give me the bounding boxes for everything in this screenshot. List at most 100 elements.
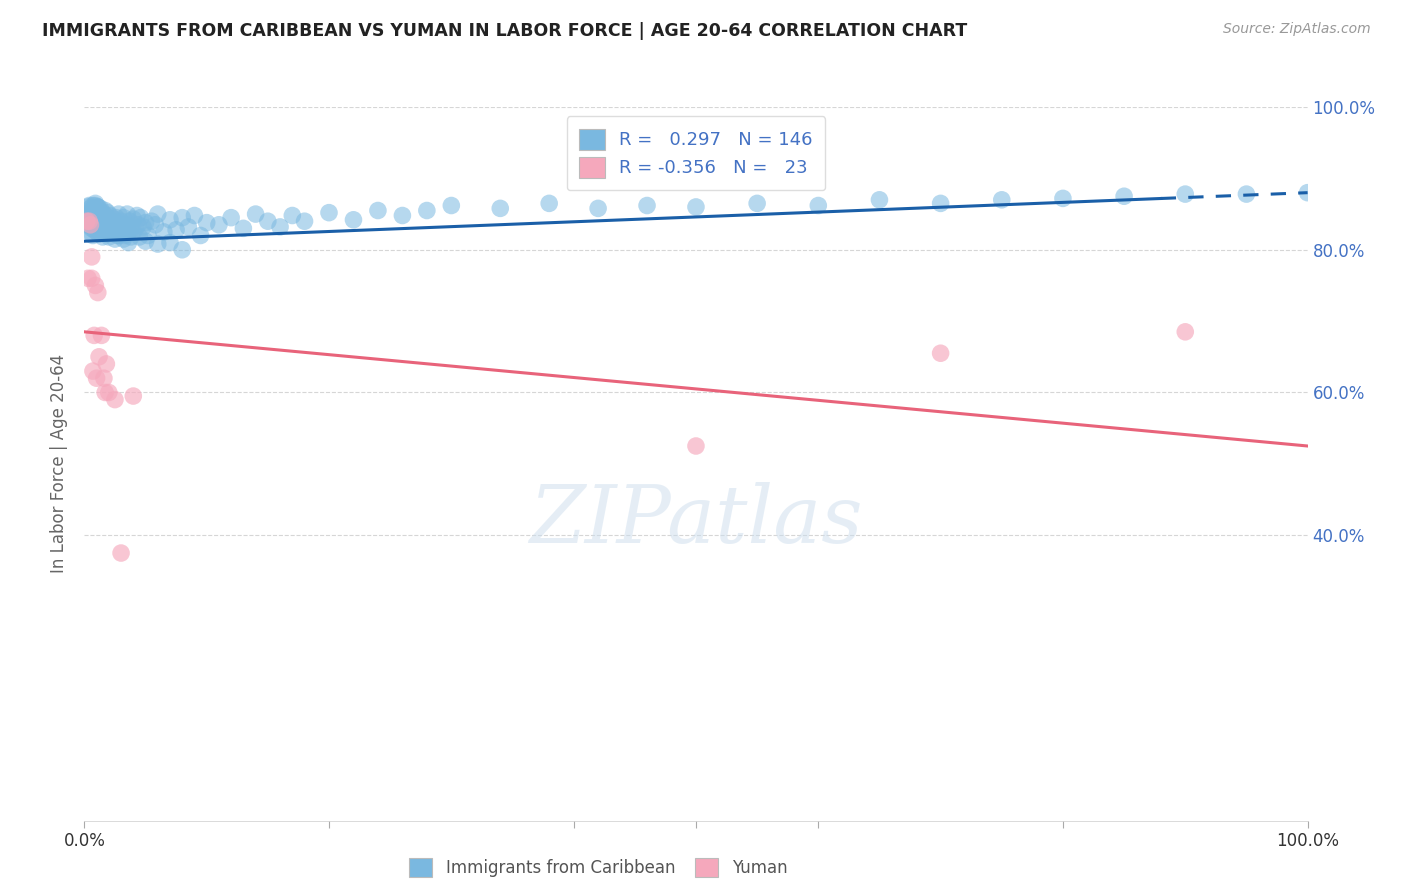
Point — [136, 228, 159, 243]
Point — [101, 223, 124, 237]
Point — [79, 216, 101, 230]
Point — [91, 230, 114, 244]
Point — [87, 205, 110, 219]
Point — [86, 225, 108, 239]
Point — [96, 357, 118, 371]
Point — [208, 218, 231, 232]
Point — [416, 203, 439, 218]
Point — [93, 225, 115, 239]
Point — [869, 193, 891, 207]
Point — [87, 200, 110, 214]
Point — [103, 212, 125, 227]
Point — [97, 221, 120, 235]
Point — [125, 209, 148, 223]
Point — [269, 219, 291, 234]
Point — [117, 235, 139, 250]
Point — [84, 198, 107, 212]
Point — [84, 196, 107, 211]
Point — [82, 203, 104, 218]
Point — [146, 237, 169, 252]
Point — [79, 205, 101, 219]
Point — [80, 221, 103, 235]
Point — [104, 392, 127, 407]
Point — [112, 232, 135, 246]
Point — [97, 223, 120, 237]
Point — [489, 202, 512, 216]
Point — [110, 214, 132, 228]
Point — [195, 216, 218, 230]
Point — [77, 211, 100, 225]
Point — [122, 212, 145, 227]
Point — [77, 214, 100, 228]
Point — [91, 219, 114, 234]
Text: ZIPatlas: ZIPatlas — [529, 483, 863, 559]
Point — [685, 439, 707, 453]
Point — [122, 389, 145, 403]
Point — [80, 203, 103, 218]
Point — [159, 212, 181, 227]
Point — [86, 214, 108, 228]
Point — [135, 234, 157, 248]
Point — [105, 211, 128, 225]
Point — [87, 350, 110, 364]
Point — [1114, 189, 1136, 203]
Point — [83, 202, 105, 216]
Point — [108, 225, 131, 239]
Point — [107, 218, 129, 232]
Point — [103, 225, 125, 239]
Point — [129, 211, 152, 225]
Point — [342, 212, 364, 227]
Point — [183, 209, 205, 223]
Point — [120, 223, 142, 237]
Point — [84, 209, 107, 223]
Point — [245, 207, 267, 221]
Point — [219, 211, 242, 225]
Point — [90, 328, 112, 343]
Point — [94, 221, 117, 235]
Point — [96, 218, 118, 232]
Point — [636, 198, 658, 212]
Point — [97, 212, 120, 227]
Point — [80, 211, 103, 225]
Point — [97, 230, 120, 244]
Point — [153, 225, 176, 239]
Point — [94, 209, 117, 223]
Point — [132, 219, 155, 234]
Point — [807, 198, 830, 212]
Point — [83, 202, 105, 216]
Point — [94, 203, 117, 218]
Point — [367, 203, 389, 218]
Point — [82, 228, 104, 243]
Point — [104, 221, 127, 235]
Point — [107, 207, 129, 221]
Point — [87, 218, 110, 232]
Point — [125, 221, 148, 235]
Point — [929, 346, 952, 360]
Point — [1052, 191, 1074, 205]
Point — [135, 216, 157, 230]
Point — [84, 219, 107, 234]
Point — [538, 196, 561, 211]
Point — [77, 225, 100, 239]
Point — [98, 209, 121, 223]
Point — [177, 219, 200, 234]
Point — [87, 207, 110, 221]
Point — [89, 216, 111, 230]
Point — [96, 216, 118, 230]
Point — [77, 198, 100, 212]
Point — [110, 546, 132, 560]
Point — [77, 214, 100, 228]
Point — [79, 218, 101, 232]
Point — [115, 207, 138, 221]
Point — [86, 203, 108, 218]
Point — [94, 385, 117, 400]
Point — [111, 221, 134, 235]
Point — [257, 214, 280, 228]
Point — [93, 214, 115, 228]
Point — [91, 209, 114, 223]
Point — [1296, 186, 1319, 200]
Point — [114, 228, 136, 243]
Point — [165, 223, 187, 237]
Point — [391, 209, 413, 223]
Y-axis label: In Labor Force | Age 20-64: In Labor Force | Age 20-64 — [51, 354, 69, 574]
